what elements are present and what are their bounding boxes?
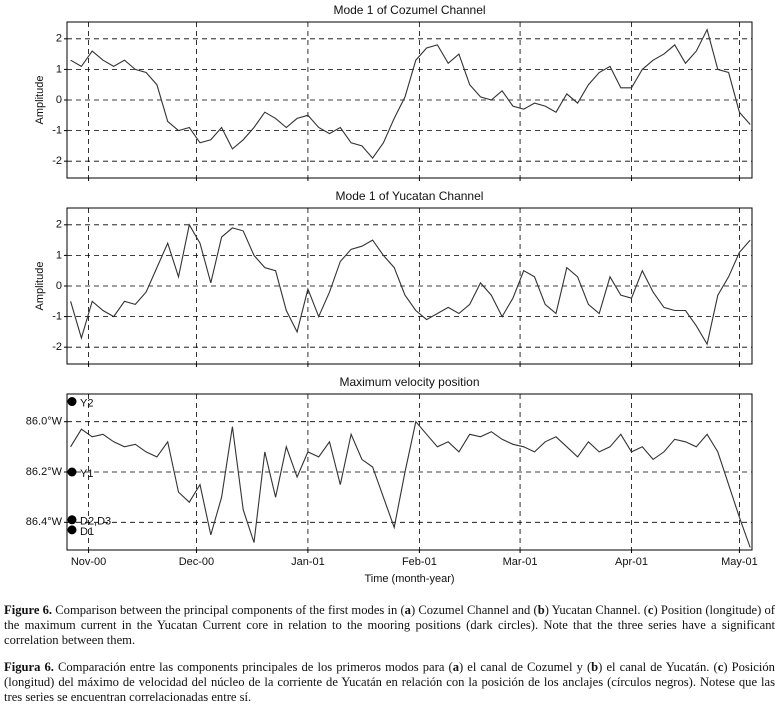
chart-title: Mode 1 of Yucatan Channel <box>336 189 484 203</box>
caption-text: ) Cozumel Channel and ( <box>410 603 538 617</box>
caption-text: a <box>404 603 411 617</box>
y-tick-label: -2 <box>52 155 62 167</box>
caption-text: a <box>452 660 459 674</box>
x-axis-label: Time (month-year) <box>364 573 454 585</box>
caption-text: ) el canal de Cozumel y ( <box>458 660 592 674</box>
y-tick-label: -1 <box>52 124 62 136</box>
caption-text: ) Position (longitude) of the maximum cu… <box>4 603 775 647</box>
mooring-label: D1 <box>80 526 94 538</box>
caption-en: Figure 6. Comparison between the princip… <box>4 603 775 648</box>
chart-title: Maximum velocity position <box>339 375 479 389</box>
figure: Mode 1 of Cozumel Channel Amplitude -2 -1 0 1… <box>26 3 758 585</box>
caption-text: Figura 6. <box>4 660 54 674</box>
caption-text: b <box>537 603 545 617</box>
caption-text: Figure 6. <box>4 603 53 617</box>
x-tick-label: May-01 <box>721 556 758 568</box>
x-tick-label: Jan-01 <box>291 556 325 568</box>
y-tick-label: -2 <box>52 341 62 353</box>
y-tick-label: 0 <box>56 280 62 292</box>
data-line <box>70 223 751 346</box>
y-tick-label: 1 <box>56 63 62 75</box>
x-tick-label: Feb-01 <box>402 556 437 568</box>
mooring-dot <box>67 515 77 525</box>
y-tick-label: 86.0°W <box>26 416 63 428</box>
mooring-dot <box>67 525 77 535</box>
y-tick-label: 2 <box>56 33 62 45</box>
plot-frame <box>66 207 753 365</box>
plot-frame <box>66 393 753 551</box>
caption-text: Comparación entre las components princip… <box>53 660 453 674</box>
caption-text: Comparison between the principal compone… <box>52 603 405 617</box>
y-tick-label: 1 <box>56 249 62 261</box>
caption-text: ) Posición (longitud) del máximo de velo… <box>4 660 775 704</box>
chart-title: Mode 1 of Cozumel Channel <box>333 3 485 17</box>
mooring-dot <box>67 397 77 407</box>
caption-es: Figura 6. Comparación entre las componen… <box>4 660 775 705</box>
y-tick-label: 86.2°W <box>26 466 63 478</box>
caption-text: b <box>591 660 599 674</box>
y-tick-label: -1 <box>52 310 62 322</box>
caption-text: ) Yucatan Channel. ( <box>544 603 648 617</box>
caption-text: ) el canal de Yucatán. ( <box>598 660 718 674</box>
x-tick-label: Dec-00 <box>179 556 214 568</box>
caption-text: c <box>717 660 724 674</box>
mooring-dot <box>67 467 77 477</box>
plot-frame <box>66 21 753 179</box>
y-tick-label: 86.4°W <box>26 516 63 528</box>
y-axis-label: Amplitude <box>34 76 46 125</box>
y-tick-label: 2 <box>56 219 62 231</box>
x-tick-label: Mar-01 <box>503 556 538 568</box>
data-line <box>70 28 751 159</box>
mooring-label: Y2 <box>80 397 93 409</box>
caption-text: c <box>647 603 654 617</box>
mooring-label: D2,D3 <box>80 516 111 528</box>
mooring-label: Y1 <box>80 468 93 480</box>
x-tick-label: Nov-00 <box>71 556 106 568</box>
y-axis-label: Amplitude <box>34 262 46 311</box>
data-line <box>70 420 751 548</box>
y-tick-label: 0 <box>56 94 62 106</box>
x-tick-label: Apr-01 <box>615 556 648 568</box>
